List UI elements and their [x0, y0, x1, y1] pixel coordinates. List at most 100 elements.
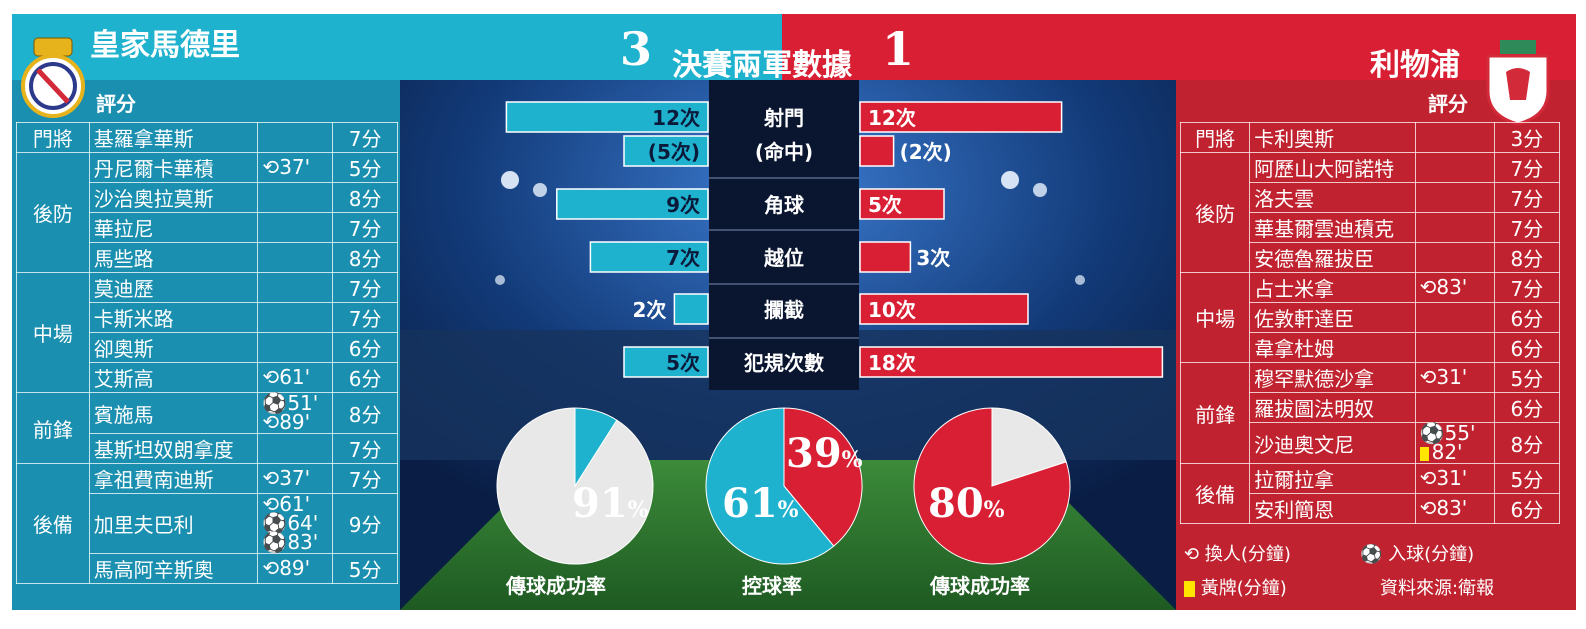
- player-rating: 5分: [332, 152, 398, 183]
- substitution-icon: ⟲: [262, 492, 280, 516]
- substitution-icon: ⟲: [262, 556, 280, 580]
- stat-bar-real-madrid: [556, 188, 709, 220]
- player-rating: 5分: [332, 553, 398, 584]
- player-row: 安德魯羅拔臣 8分: [1181, 242, 1561, 273]
- player-events: [257, 212, 334, 243]
- player-name: 艾斯高: [88, 362, 259, 393]
- event-line: ⚽55': [1420, 423, 1490, 443]
- player-rating: 9分: [332, 493, 398, 554]
- player-events: [1414, 242, 1495, 273]
- player-name: 卻奧斯: [88, 332, 259, 363]
- stat-bar-liverpool: [859, 293, 1029, 325]
- player-name: 羅拔圖法明奴: [1249, 392, 1416, 423]
- player-name: 基羅拿華斯: [88, 122, 259, 153]
- position-cell: 前鋒: [16, 392, 90, 464]
- player-name: 莫迪歷: [88, 272, 259, 303]
- player-events: [257, 272, 334, 303]
- player-events: [1414, 152, 1495, 183]
- stat-value-real-madrid: (5次): [648, 140, 700, 164]
- player-rating: 7分: [1493, 212, 1561, 243]
- event-line: ⟲31': [1419, 365, 1490, 389]
- player-name: 沙治奧拉莫斯: [88, 182, 259, 213]
- player-rating: 6分: [332, 362, 398, 393]
- stat-value-liverpool: 3次: [916, 246, 950, 270]
- substitution-icon: ⟲: [262, 365, 280, 389]
- substitution-icon: ⟲: [1184, 544, 1200, 565]
- event-time: 61': [279, 365, 311, 389]
- player-name: 佐敦軒達臣: [1249, 302, 1416, 333]
- event-line: ⟲61': [262, 365, 328, 389]
- substitution-icon: ⟲: [262, 466, 280, 490]
- player-events: ⟲31': [1414, 463, 1495, 494]
- position-cell: 中場: [16, 272, 90, 393]
- event-time: 83': [1436, 275, 1468, 299]
- player-rating: 5分: [1493, 362, 1561, 393]
- match-stats-chart: 12次 12次 射門 (5次) (2次) (命中) 9次 5次 角球 7次 3次 越位 2次 10次 攔截 5…: [505, 80, 1164, 390]
- event-time: 82': [1431, 440, 1463, 464]
- liverpool-ratings-table: 門將 卡利奧斯 3分 後防 阿歷山大阿諾特 7分 洛夫雲 7分 華基爾雲迪積克 7分 安德魯羅拔臣 8…: [1179, 122, 1561, 524]
- player-name: 華拉尼: [88, 212, 259, 243]
- pass-possession-pies: [496, 407, 1071, 565]
- stat-bar-liverpool: [859, 101, 1063, 133]
- player-name: 阿歷山大阿諾特: [1249, 152, 1416, 183]
- player-row: 後備 拉爾拉拿 ⟲31' 5分: [1179, 463, 1561, 524]
- stat-value-real-madrid: 9次: [666, 193, 700, 217]
- player-row: 後防 丹尼爾卡華積 ⟲37' 5分: [16, 152, 398, 273]
- player-name: 韋拿杜姆: [1249, 332, 1416, 363]
- player-rating: 8分: [1493, 242, 1561, 273]
- player-row: 中場 莫迪歷 7分: [16, 272, 398, 393]
- stat-value-real-madrid: 2次: [632, 298, 666, 322]
- event-time: 51': [287, 391, 319, 415]
- player-rating: 6分: [1493, 332, 1561, 363]
- goal-icon: ⚽: [1360, 544, 1383, 565]
- player-events: [257, 433, 334, 464]
- player-rating: 7分: [332, 463, 398, 494]
- event-time: 37': [279, 155, 311, 179]
- stat-value-liverpool: 12次: [868, 106, 916, 130]
- player-name: 丹尼爾卡華積: [88, 152, 259, 183]
- player-events: [257, 302, 334, 333]
- player-rating: 7分: [332, 272, 398, 303]
- stat-bar-liverpool: [859, 135, 895, 167]
- pie-left-label: 傳球成功率: [506, 574, 606, 598]
- player-events: ⟲61' ⚽64' ⚽83': [257, 492, 334, 554]
- player-events: [1414, 332, 1495, 363]
- player-name: 穆罕默德沙拿: [1249, 362, 1416, 393]
- player-events: ⚽55' 82': [1414, 422, 1495, 464]
- legend-goal: ⚽ 入球(分鐘): [1360, 540, 1474, 566]
- player-name: 馬高阿辛斯奧: [88, 553, 259, 584]
- stat-bar-real-madrid: [623, 346, 709, 378]
- score-liverpool: 1: [882, 22, 915, 76]
- player-rating: 6分: [1493, 302, 1561, 333]
- position-cell: 前鋒: [1179, 362, 1251, 464]
- stat-label: 射門: [763, 106, 804, 130]
- player-rating: 8分: [1493, 422, 1561, 464]
- player-name: 拉爾拉拿: [1249, 463, 1416, 494]
- stat-value-real-madrid: 5次: [666, 351, 700, 375]
- pie-left-value: 91%: [572, 480, 649, 527]
- stat-label: 犯規次數: [743, 351, 824, 375]
- player-name: 基斯坦奴朗拿度: [88, 433, 259, 464]
- stat-value-liverpool: (2次): [900, 140, 952, 164]
- player-events: [1414, 182, 1495, 213]
- stat-value-real-madrid: 12次: [652, 106, 700, 130]
- substitution-icon: ⟲: [1419, 365, 1437, 389]
- player-row: 卻奧斯 6分: [17, 332, 398, 363]
- event-line: ⟲37': [262, 155, 328, 179]
- position-cell: 門將: [1179, 122, 1251, 153]
- player-row: 基斯坦奴朗拿度 7分: [17, 433, 398, 464]
- player-events: [1414, 302, 1495, 333]
- data-source: 資料來源:衛報: [1380, 578, 1495, 599]
- player-events: [257, 122, 334, 153]
- legend-substitution: ⟲ 換人(分鐘): [1184, 540, 1291, 566]
- event-line: ⚽51': [262, 391, 328, 415]
- player-row: 佐敦軒達臣 6分: [1181, 302, 1561, 333]
- player-row: 門將 卡利奧斯 3分: [1179, 122, 1561, 153]
- player-events: ⟲89': [257, 553, 334, 584]
- event-line: ⚽83': [262, 532, 328, 552]
- player-name: 華基爾雲迪積克: [1249, 212, 1416, 243]
- stat-label: (命中): [755, 140, 813, 164]
- stat-label: 越位: [763, 246, 804, 270]
- player-row: 前鋒 穆罕默德沙拿 ⟲31' 5分: [1179, 362, 1561, 464]
- event-line: ⟲31': [1420, 468, 1490, 488]
